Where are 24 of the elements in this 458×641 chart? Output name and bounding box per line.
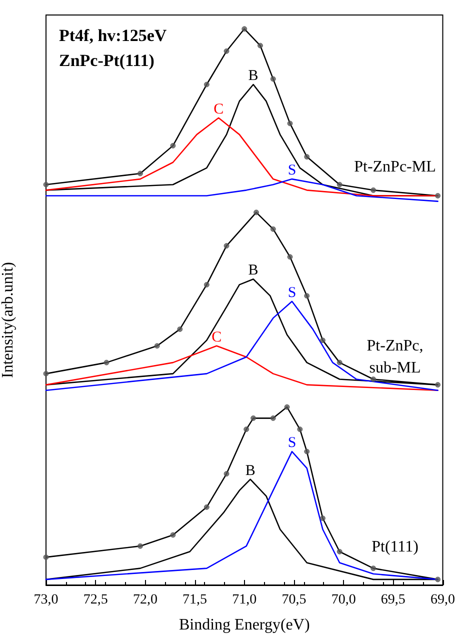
x-tick-label: 72,0 [132,592,158,608]
series-label: S [288,434,296,451]
series-label: S [288,162,296,178]
annotation: Pt-ZnPc, sub-ML [366,338,424,376]
chart-title: Pt4f, hv:125eV [59,26,168,45]
y-axis-title: Intensity(arb.unit) [0,262,16,378]
series-label: B [248,262,258,279]
annotation: Pt-ZnPc-ML [354,158,436,176]
text: ZnPc-Pt(111) [59,51,154,70]
x-tick-label: 72,5 [83,592,108,608]
x-tick-label: 69,5 [380,592,406,608]
series-label: C [212,329,222,346]
x-tick-label: 71,0 [232,592,257,608]
x-tick-label: 69,0 [430,592,455,608]
x-axis-title: Binding Energy(eV) [178,616,310,634]
annotation: Pt(111) [372,538,418,556]
x-tick-label: 70,0 [331,592,356,608]
series-label: C [214,101,224,118]
series-label: S [288,284,296,301]
x-tick-label: 70,5 [282,592,306,608]
x-tick-label: 71,5 [182,592,208,608]
x-tick-label: 73,0 [34,592,58,608]
series-label: B [245,462,256,479]
series-label: B [248,68,258,84]
